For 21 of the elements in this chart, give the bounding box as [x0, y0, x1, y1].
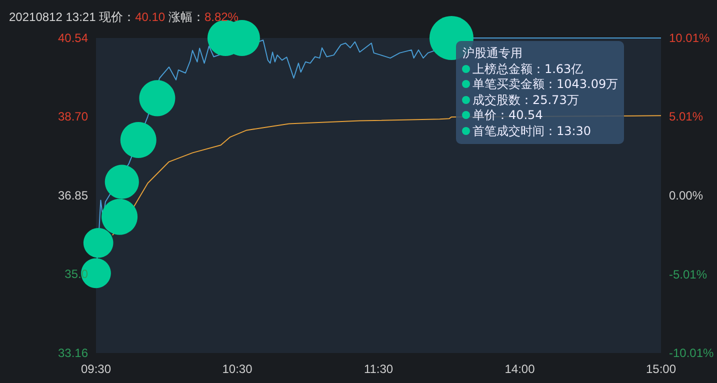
annotation: 单笔买卖金额：1043.09万 — [471, 77, 618, 92]
x-tick-label: 10:30 — [222, 362, 253, 376]
annotation: 首笔成交时间：13:30 — [471, 124, 592, 139]
x-tick-label: 15:00 — [646, 362, 676, 376]
y2-tick-label: 0.00% — [669, 188, 704, 202]
y-tick-label: 33.16 — [58, 346, 88, 360]
annotation: 成交股数：25.73万 — [471, 92, 580, 108]
y-tick-label: 40.54 — [58, 31, 88, 45]
y-tick-label: 36.85 — [58, 188, 88, 202]
y2-tick-label: 10.01% — [669, 31, 710, 45]
x-tick-label: 11:30 — [364, 362, 394, 376]
y2-tick-label: -10.01% — [669, 346, 714, 360]
x-tick-label: 14:00 — [504, 362, 536, 376]
x-tick-label: 09:30 — [80, 362, 112, 376]
y2-tick-label: 5.01% — [669, 110, 704, 124]
annotation: 单价：40.54 — [471, 108, 544, 124]
annotation: 上榜总金额：1.63亿 — [471, 62, 584, 77]
annotation: 沪股通专用 — [462, 46, 524, 62]
chart-title: 20210812 13:21 现价：40.10 涨幅：8.82% — [9, 10, 239, 24]
y2-tick-label: -5.01% — [669, 267, 708, 282]
y-tick-label: 38.70 — [58, 110, 88, 124]
